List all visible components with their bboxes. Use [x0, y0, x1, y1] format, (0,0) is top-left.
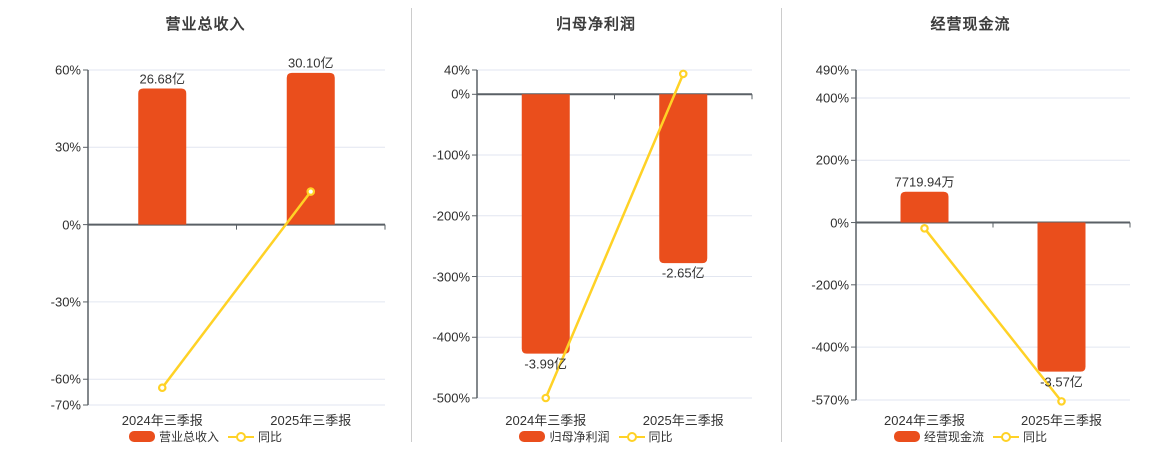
panel-divider	[410, 8, 412, 442]
bar-value-label: 30.10亿	[287, 55, 334, 71]
legend-item-经营现金流[interactable]: 经营现金流	[893, 428, 984, 445]
yoy-marker[interactable]	[541, 393, 551, 403]
bar-value-label: -2.65亿	[661, 265, 705, 281]
y-axis-tick-label: -70%	[50, 397, 81, 413]
y-axis-tick-label: -400%	[811, 339, 849, 355]
legend-item-归母净利润[interactable]: 归母净利润	[519, 428, 610, 445]
line-series-swatch-icon	[618, 431, 645, 442]
yoy-marker[interactable]	[678, 69, 688, 79]
yoy-line[interactable]	[161, 190, 312, 389]
legend: 经营现金流 同比	[781, 428, 1160, 445]
y-axis-tick-label: -60%	[50, 371, 81, 387]
line-series-swatch-icon	[228, 431, 254, 442]
y-axis-tick-label: -300%	[432, 269, 470, 285]
y-axis-tick-label: 400%	[815, 90, 849, 106]
bar-2024年三季报[interactable]	[138, 88, 187, 225]
bar-value-label: 26.68亿	[139, 71, 186, 87]
yoy-marker[interactable]	[920, 224, 929, 233]
bar-2024年三季报[interactable]	[521, 94, 570, 354]
y-axis-tick-label: -400%	[432, 329, 470, 345]
yoy-marker[interactable]	[157, 383, 167, 393]
y-axis-tick-label: 0%	[451, 86, 470, 102]
y-axis-tick-label: 40%	[443, 62, 470, 78]
yoy-marker[interactable]	[1057, 397, 1066, 406]
legend-label: 同比	[1023, 430, 1048, 444]
chart-title: 归母净利润	[555, 16, 636, 33]
line-swatch-ring	[1001, 431, 1011, 442]
bar-2025年三季报[interactable]	[1037, 222, 1086, 372]
y-axis-tick-label: 490%	[815, 62, 849, 78]
bar-2024年三季报[interactable]	[900, 191, 949, 223]
bar-value-label: -3.99亿	[524, 356, 568, 372]
yoy-marker[interactable]	[306, 187, 316, 196]
bar-2025年三季报[interactable]	[286, 72, 335, 225]
line-series-swatch-icon	[993, 431, 1019, 442]
x-axis-category-label: 2025年三季报	[642, 413, 724, 428]
y-axis-tick-label: -100%	[432, 147, 470, 163]
legend-item-营业总收入[interactable]: 营业总收入	[128, 428, 219, 445]
line-swatch-ring	[626, 431, 637, 442]
y-axis-tick-label: -500%	[432, 390, 470, 406]
legend-label: 营业总收入	[158, 430, 219, 444]
panel-divider	[780, 8, 782, 442]
y-axis-tick-label: 60%	[54, 62, 81, 78]
x-axis-category-label: 2025年三季报	[1021, 413, 1102, 428]
legend-label: 同比	[258, 430, 283, 444]
x-axis-category-label: 2024年三季报	[505, 413, 587, 428]
chart-title: 营业总收入	[165, 16, 246, 33]
y-axis-tick-label: -200%	[811, 277, 849, 293]
bar-series-swatch-icon	[128, 431, 155, 442]
legend-label: 同比	[648, 430, 673, 444]
legend-item-yoy[interactable]: 同比	[993, 428, 1047, 445]
y-axis-tick-label: 200%	[815, 152, 849, 168]
bar-series-swatch-icon	[893, 431, 920, 442]
bar-2025年三季报[interactable]	[659, 94, 708, 264]
legend-item-yoy[interactable]: 同比	[228, 428, 282, 445]
bar-series-swatch-icon	[519, 431, 546, 442]
x-axis-category-label: 2024年三季报	[121, 413, 203, 428]
y-axis-tick-label: 0%	[62, 217, 81, 233]
legend: 营业总收入 同比	[0, 428, 411, 445]
y-axis-tick-label: -30%	[50, 294, 81, 310]
chart-title: 经营现金流	[930, 16, 1011, 33]
yoy-line[interactable]	[923, 227, 1063, 403]
line-swatch-ring	[236, 431, 246, 442]
yoy-line[interactable]	[544, 73, 685, 399]
legend: 归母净利润 同比	[411, 428, 781, 445]
x-axis-category-label: 2025年三季报	[270, 413, 352, 428]
y-axis-tick-label: 0%	[830, 215, 849, 231]
legend-label: 归母净利润	[549, 430, 610, 444]
bar-value-label: -3.57亿	[1040, 374, 1083, 390]
y-axis-tick-label: 30%	[54, 139, 81, 155]
y-axis-tick-label: -570%	[811, 392, 849, 408]
legend-label: 经营现金流	[923, 430, 984, 444]
bar-value-label: 7719.94万	[894, 174, 955, 190]
x-axis-category-label: 2024年三季报	[884, 413, 965, 428]
y-axis-tick-label: -200%	[432, 208, 470, 224]
legend-item-yoy[interactable]: 同比	[618, 428, 673, 445]
